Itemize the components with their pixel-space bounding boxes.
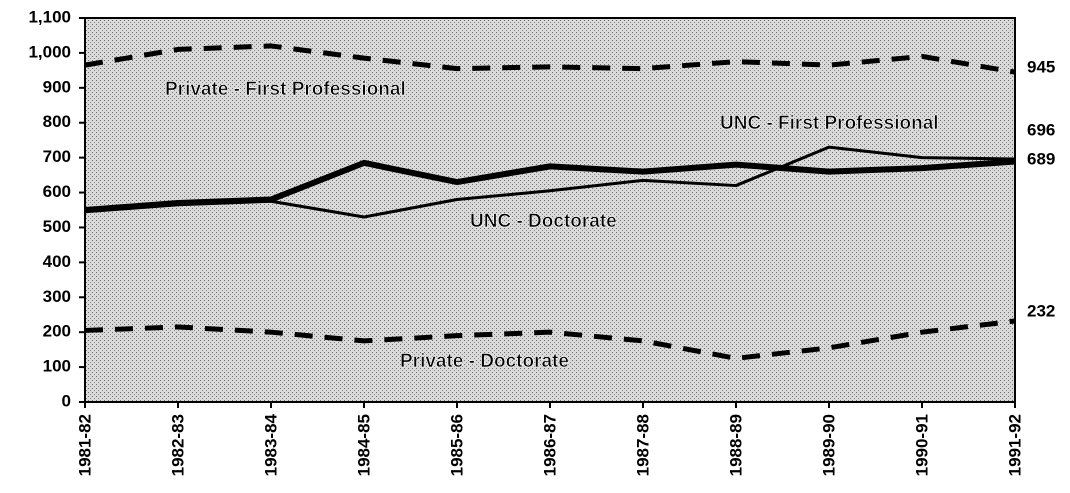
series-name: Private - Doctorate [400,351,569,372]
series-line [84,43,1016,75]
series-name: UNC - Doctorate [470,211,617,232]
series-line [84,158,1016,213]
y-tick-label: 500 [43,217,71,236]
x-tick-label: 1986-87 [540,414,559,476]
end-value-label: 696 [1027,120,1055,139]
y-tick-label: 300 [43,287,71,306]
y-tick-label: 700 [43,147,71,166]
x-tick-label: 1983-84 [261,413,280,476]
x-tick-label: 1981-82 [75,414,94,476]
series-name: UNC - First Professional [720,113,939,134]
x-tick-label: 1985-86 [447,414,466,476]
y-tick-label: 100 [43,357,71,376]
end-value-label: 232 [1027,301,1055,320]
y-tick-label: 1,100 [28,7,71,26]
x-tick-label: 1990-91 [912,414,931,476]
y-tick-label: 800 [43,112,71,131]
y-tick-label: 600 [43,182,71,201]
x-tick-label: 1982-83 [168,414,187,476]
end-value-label: 689 [1027,149,1055,168]
series-line [84,318,1016,361]
y-tick-label: 200 [43,322,71,341]
x-tick-label: 1991-92 [1005,414,1024,476]
x-tick-label: 1988-89 [726,414,745,476]
y-tick-label: 400 [43,252,71,271]
y-tick-label: 0 [62,391,71,410]
x-tick-label: 1984-85 [354,414,373,476]
y-tick-label: 1,000 [28,42,71,61]
end-value-label: 945 [1027,57,1055,76]
series-name: Private - First Professional [165,79,406,100]
plot-area [84,17,1016,403]
y-tick-label: 900 [43,77,71,96]
x-tick-label: 1987-88 [633,414,652,476]
x-tick-label: 1989-90 [819,414,838,476]
